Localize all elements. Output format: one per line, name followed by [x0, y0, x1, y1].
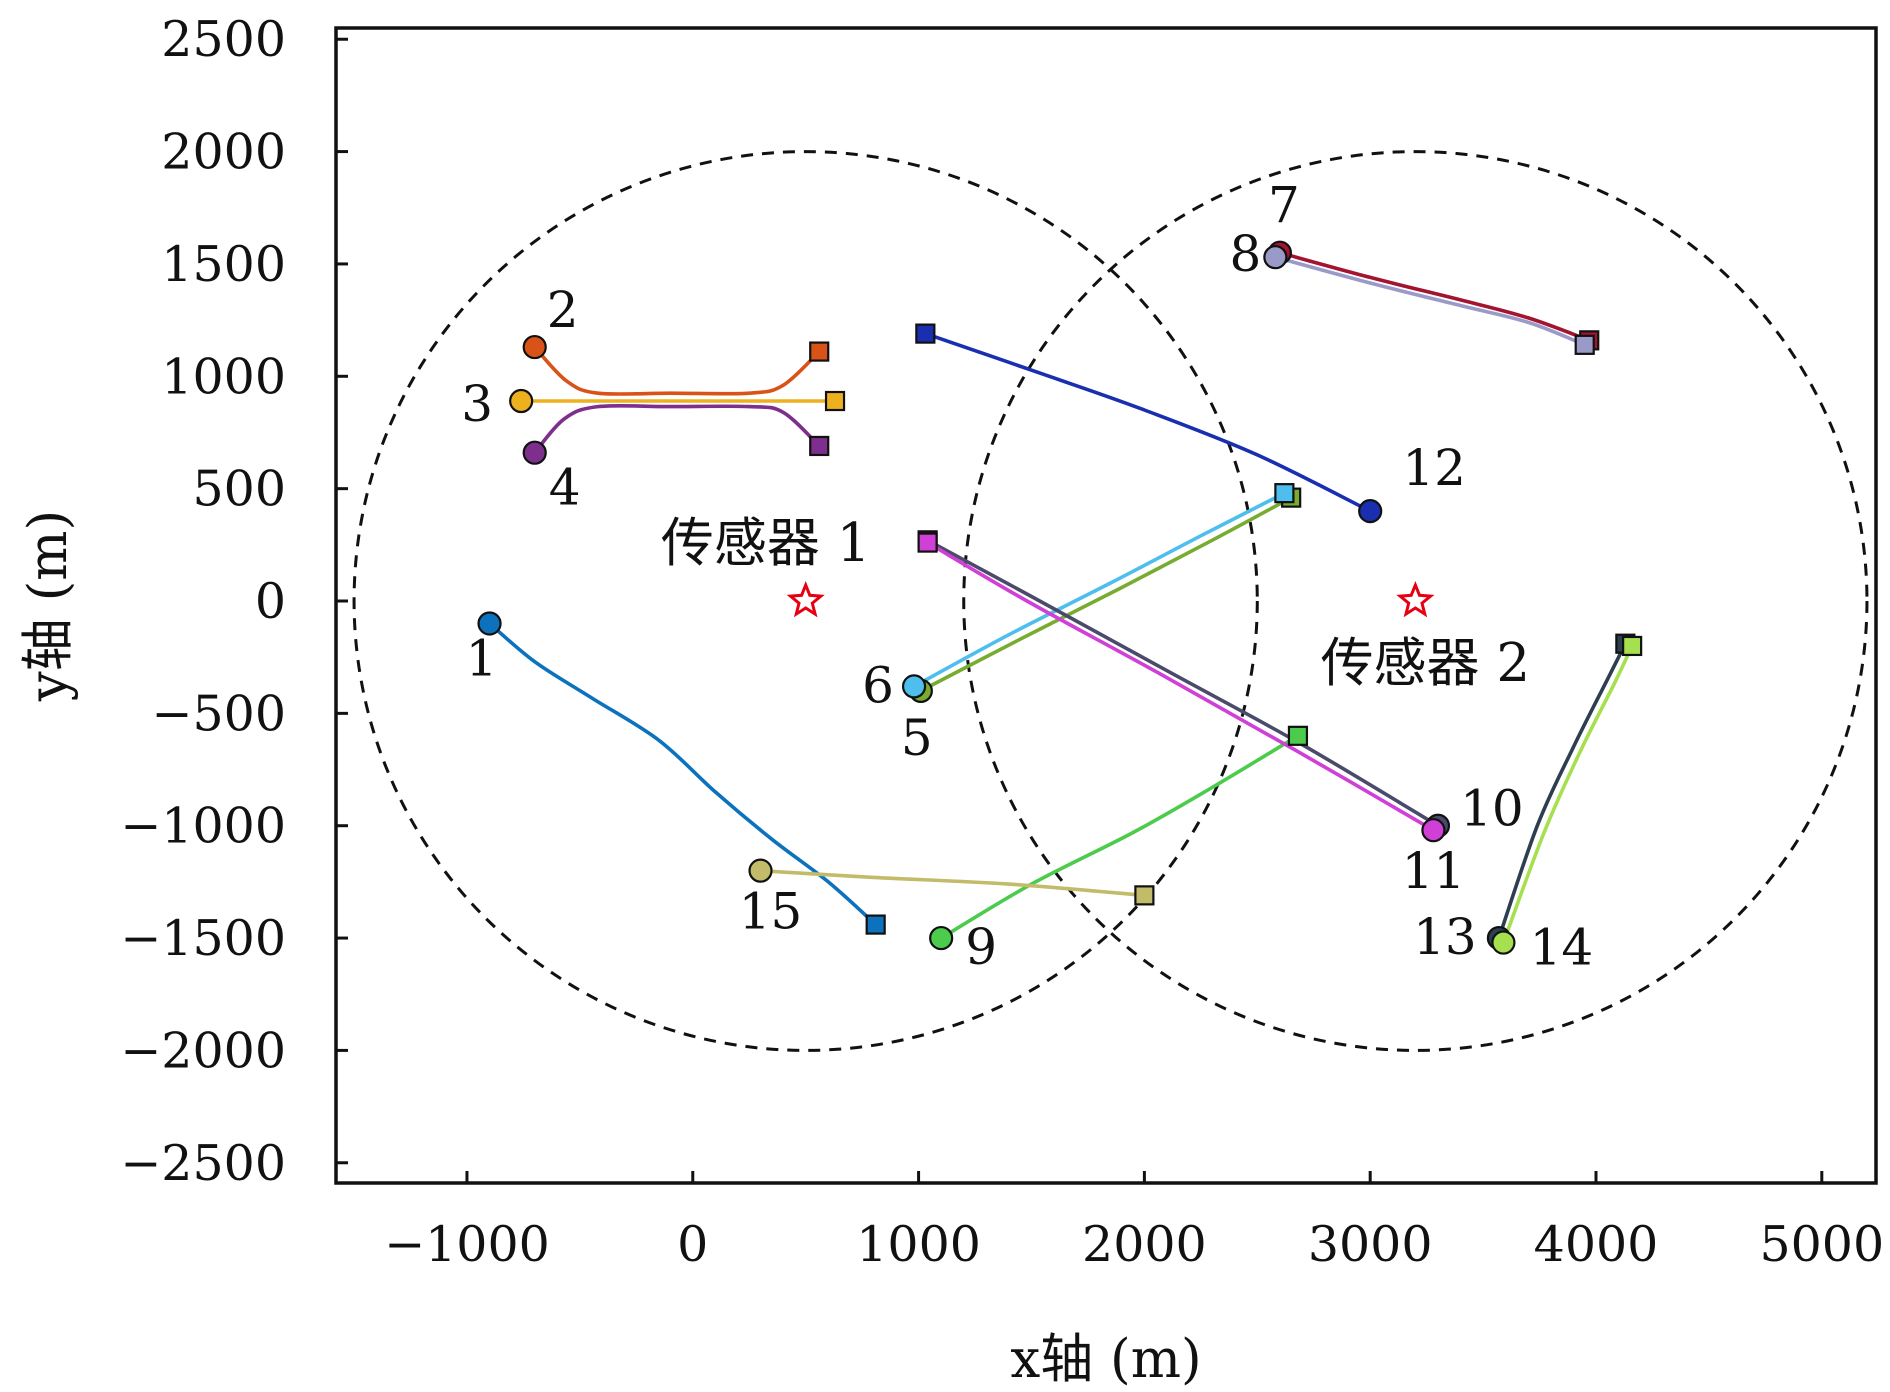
y-tick-label: −2500: [120, 1135, 286, 1192]
track-4-end-marker: [809, 435, 830, 457]
sensor-1-label: 传感器 1: [661, 513, 871, 574]
track-1-start-marker: [477, 611, 502, 636]
x-tick-label: 5000: [1759, 1216, 1884, 1273]
track-6-end-marker: [1274, 483, 1295, 504]
track-8-end-marker: [1574, 334, 1595, 355]
track-15-start-marker: [748, 858, 773, 883]
axes: [334, 26, 1878, 1185]
track-4-start-marker: [522, 440, 547, 465]
track-7-label: 7: [1268, 177, 1300, 235]
track-12-line: [923, 331, 1372, 513]
track-15-end-marker: [1134, 885, 1155, 906]
track-9-label: 9: [965, 918, 997, 976]
track-9-end-marker: [1287, 725, 1309, 746]
y-tick-label: −2000: [120, 1022, 286, 1079]
track-14-line: [1501, 644, 1634, 945]
track-14-label: 14: [1530, 919, 1594, 977]
y-tick-label: 1000: [161, 348, 286, 405]
x-tick-label: 1000: [856, 1216, 981, 1273]
track-9-line: [939, 734, 1300, 940]
plot-frame: [334, 26, 1878, 1185]
y-tick-label: 2000: [161, 124, 286, 181]
track-1-end-marker: [865, 914, 886, 935]
x-tick-label: 3000: [1308, 1216, 1433, 1273]
sensors: 传感器 1 传感器 2: [661, 513, 1530, 694]
track-6-label: 6: [862, 656, 894, 714]
track-7-line: [1278, 250, 1591, 343]
track-5-label: 5: [901, 709, 933, 767]
track-2-end-marker: [809, 341, 830, 362]
y-tick-label: 0: [255, 573, 286, 630]
track-11-label: 11: [1402, 842, 1466, 900]
y-tick-label: 500: [192, 461, 286, 518]
track-3-label: 3: [461, 375, 493, 433]
x-tick-label: 2000: [1082, 1216, 1207, 1273]
y-tick-label: −1500: [120, 910, 286, 967]
x-tick-label: 0: [677, 1216, 708, 1273]
track-12-end-marker: [915, 323, 936, 344]
coverage-circle: [962, 150, 1869, 1052]
track-13-line: [1497, 641, 1628, 940]
track-1-line: [487, 621, 878, 927]
sensor-2-label: 传感器 2: [1321, 633, 1531, 694]
track-14-end-marker: [1622, 635, 1643, 657]
track-12-start-marker: [1358, 499, 1383, 524]
track-3-start-marker: [509, 388, 534, 414]
track-8-start-marker: [1263, 245, 1288, 270]
track-markers: [477, 240, 1643, 955]
track-8-line: [1273, 255, 1587, 347]
coverage-circles: [352, 150, 1869, 1052]
track-5-line: [919, 495, 1293, 693]
track-6-start-marker: [901, 674, 927, 699]
track-2-label: 2: [547, 281, 579, 339]
track-6-line: [912, 491, 1287, 689]
track-13-label: 13: [1413, 908, 1477, 966]
sensor-1-star-icon: [786, 580, 825, 618]
track-11-start-marker: [1421, 818, 1446, 843]
y-tick-label: −500: [151, 685, 286, 742]
track-12-label: 12: [1402, 439, 1466, 497]
track-8-label: 8: [1229, 225, 1261, 283]
track-9-start-marker: [929, 925, 954, 951]
track-4-label: 4: [549, 459, 581, 517]
track-11-end-marker: [917, 532, 938, 553]
track-15-label: 15: [739, 883, 803, 941]
track-10-line: [925, 538, 1440, 828]
track-14-start-marker: [1491, 930, 1516, 955]
coverage-circle: [352, 150, 1259, 1052]
trajectories: [487, 250, 1634, 945]
track-15-line: [758, 868, 1147, 898]
x-tick-label: 4000: [1534, 1216, 1659, 1273]
track-11-line: [925, 540, 1436, 832]
y-tick-label: 1500: [161, 236, 286, 293]
y-tick-label: −1000: [120, 798, 286, 855]
axis-ticks: −1000 0 1000 2000 3000 4000 5000−2500−2000−150…: [120, 11, 1884, 1273]
track-1-label: 1: [466, 629, 498, 687]
x-axis-label: x轴 (m): [1010, 1329, 1201, 1390]
y-tick-label: 2500: [161, 11, 286, 68]
track-2-start-marker: [522, 334, 547, 360]
track-3-end-marker: [824, 390, 846, 412]
track-2-line: [532, 345, 821, 396]
sensor-2-star-icon: [1396, 580, 1435, 618]
track-10-label: 10: [1460, 780, 1524, 838]
y-axis-label: y轴 (m): [18, 510, 79, 702]
x-tick-label: −1000: [384, 1216, 550, 1273]
track-4-line: [532, 403, 821, 455]
